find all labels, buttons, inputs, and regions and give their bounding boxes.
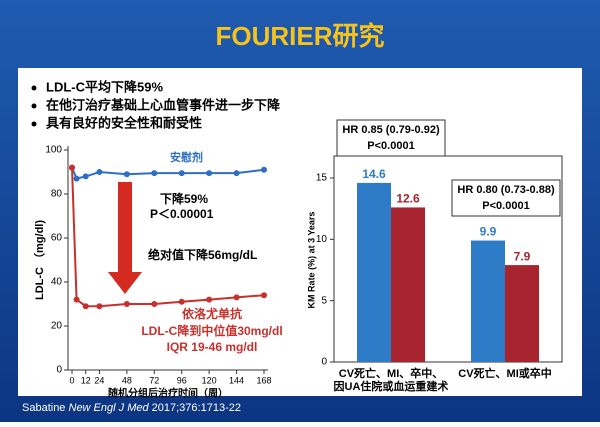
data-point <box>69 164 75 171</box>
citation-journal: New Engl J Med <box>69 402 150 414</box>
y-tick-label: 100 <box>45 145 62 156</box>
x-tick-label: 48 <box>122 375 132 385</box>
y-tick-label: 5 <box>321 295 327 306</box>
bullet: 在他汀治疗基础上心血管事件进一步下降 <box>46 97 281 112</box>
x-axis-label: 随机分组后治疗时间（周） <box>108 387 228 400</box>
annotation: 下降59% <box>160 191 208 206</box>
annotation-box <box>451 179 561 217</box>
y-axis-label: LDL-C （mg/dl) <box>33 220 46 300</box>
data-point <box>151 301 158 307</box>
bullet-dot <box>31 85 37 91</box>
data-point <box>151 170 158 177</box>
citation: Sabatine New Engl J Med 2017;376:1713-22 <box>22 402 241 414</box>
x-tick-label: CV死亡、MI、卒中、因UA住院或血运重建术 <box>334 366 449 393</box>
data-point <box>261 166 267 173</box>
x-tick-label: 24 <box>94 375 104 385</box>
annotation: HR 0.80 (0.73-0.88) <box>457 184 555 196</box>
y-tick-label: 40 <box>51 277 63 288</box>
y-tick-label: 15 <box>316 173 328 184</box>
y-tick-label: 10 <box>316 234 328 245</box>
annotation: P<0.0001 <box>367 140 414 152</box>
bar <box>505 265 539 362</box>
data-point <box>123 301 130 307</box>
value-label: 12.6 <box>396 192 420 206</box>
plot-frame <box>333 155 563 363</box>
data-point <box>73 296 80 303</box>
data-point <box>233 294 240 301</box>
bar <box>357 182 391 362</box>
series-label: 安慰剂 <box>170 150 203 164</box>
series-line <box>71 167 265 308</box>
data-point <box>73 175 80 182</box>
y-tick-label: 60 <box>51 233 63 244</box>
annotation: HR 0.85 (0.79-0.92) <box>342 124 440 136</box>
x-tick-label: CV死亡、MI或卒中 <box>458 366 552 380</box>
series-line <box>71 167 265 180</box>
value-label: 14.6 <box>362 167 386 181</box>
data-point <box>178 170 185 177</box>
annotation: P<0.0001 <box>482 200 529 212</box>
bar <box>391 207 425 362</box>
x-tick-label: 96 <box>177 375 187 385</box>
value-label: 7.9 <box>514 249 531 263</box>
bar <box>471 240 505 362</box>
data-point <box>261 292 267 299</box>
x-tick-label: 12 <box>81 375 91 385</box>
decrease-arrow <box>108 182 142 294</box>
x-tick-label: 144 <box>229 375 244 385</box>
annotation-box <box>336 119 446 157</box>
data-point <box>82 173 89 180</box>
y-tick-label: 0 <box>321 357 327 368</box>
annotation: 绝对值下降56mg/dL <box>148 247 257 262</box>
y-tick-label: 0 <box>56 365 62 376</box>
data-point <box>206 296 213 303</box>
data-point <box>206 170 213 177</box>
x-tick-label: 168 <box>256 375 271 385</box>
annotation: LDL-C降到中位值30mg/dl <box>141 323 282 338</box>
y-axis-label: KM Rate (%) at 3 Years <box>306 212 316 309</box>
data-point <box>96 303 103 310</box>
data-point <box>233 170 240 177</box>
data-point <box>82 303 89 310</box>
x-tick-label: 72 <box>149 375 159 385</box>
data-point <box>96 169 103 175</box>
series-label: 依洛尤单抗 <box>182 306 242 321</box>
citation-author: Sabatine <box>22 402 65 414</box>
data-point <box>178 298 185 305</box>
bullet: LDL-C平均下降59% <box>46 79 163 94</box>
annotation: IQR 19-46 mg/dl <box>167 340 258 354</box>
data-point <box>123 171 130 178</box>
bullet-dot <box>31 103 37 109</box>
x-tick-label: 0 <box>69 375 74 385</box>
value-label: 9.9 <box>480 225 497 239</box>
y-tick-label: 20 <box>51 321 63 332</box>
x-tick-label: 120 <box>202 375 217 385</box>
bullet: 具有良好的安全性和耐受性 <box>46 115 202 130</box>
citation-ref: 2017;376:1713-22 <box>152 402 241 414</box>
y-tick-label: 80 <box>51 189 63 200</box>
bullet-dot <box>31 121 37 127</box>
slide-title: FOURIER研究 <box>215 21 384 51</box>
annotation: P＜0.00001 <box>150 207 214 221</box>
